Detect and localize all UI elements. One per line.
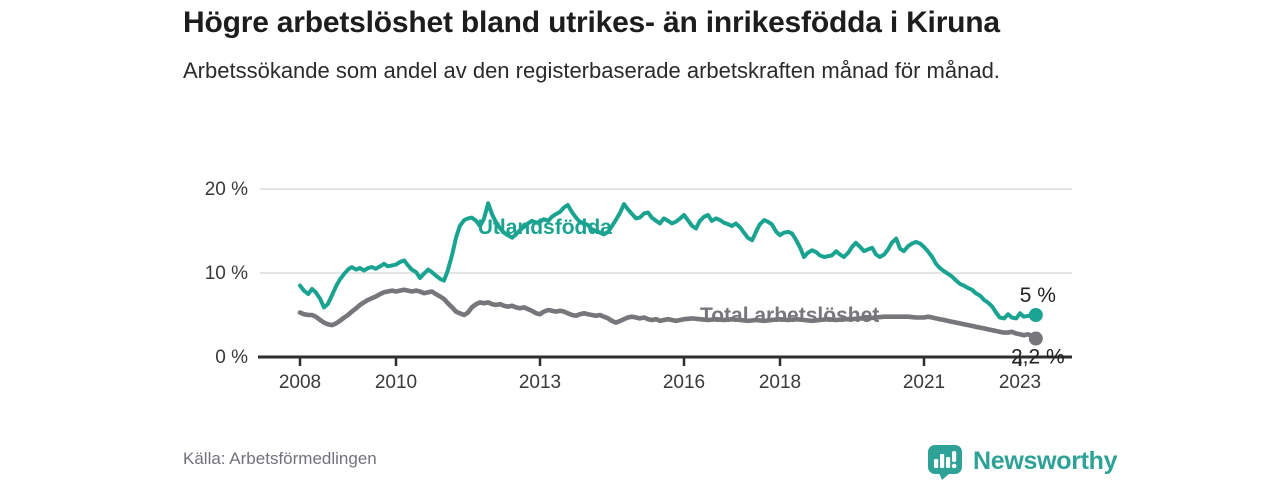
x-tick-label: 2010 — [375, 372, 417, 393]
series-end-dot-utlandsf-dda — [1028, 308, 1043, 322]
x-tick-label: 2013 — [519, 372, 561, 393]
series-label-total-arbetsl-shet: Total arbetslöshet — [700, 304, 879, 327]
y-tick-label: 20 % — [205, 179, 248, 200]
bar-chart-speech-bubble-icon — [926, 443, 964, 480]
newsworthy-logo: Newsworthy — [926, 443, 1118, 480]
x-tick-label: 2016 — [663, 372, 705, 393]
series-end-dot-total-arbetsl-shet — [1028, 331, 1043, 346]
x-tick-label: 2018 — [759, 372, 801, 393]
series-end-value-utlandsf-dda: 5 % — [1020, 284, 1056, 307]
y-tick-label: 0 % — [215, 347, 248, 368]
series-end-value-total-arbetsl-shet: 2,2 % — [1011, 346, 1065, 369]
newsworthy-wordmark: Newsworthy — [973, 447, 1118, 475]
source-note: Källa: Arbetsförmedlingen — [183, 449, 377, 468]
x-tick-label: 2023 — [999, 372, 1041, 393]
chart-subtitle: Arbetssökande som andel av den registerb… — [183, 58, 1000, 83]
chart-header: Högre arbetslöshet bland utrikes- än inr… — [183, 4, 1075, 86]
chart-title: Högre arbetslöshet bland utrikes- än inr… — [183, 6, 1000, 39]
x-tick-label: 2021 — [903, 372, 945, 393]
series-line-total-arbetsl-shet — [297, 287, 1039, 341]
series-label-utlandsf-dda: Utlandsfödda — [478, 216, 612, 239]
x-tick-label: 2008 — [279, 372, 321, 393]
series-line-utlandsf-dda — [298, 201, 1038, 321]
y-tick-label: 10 % — [205, 263, 248, 284]
